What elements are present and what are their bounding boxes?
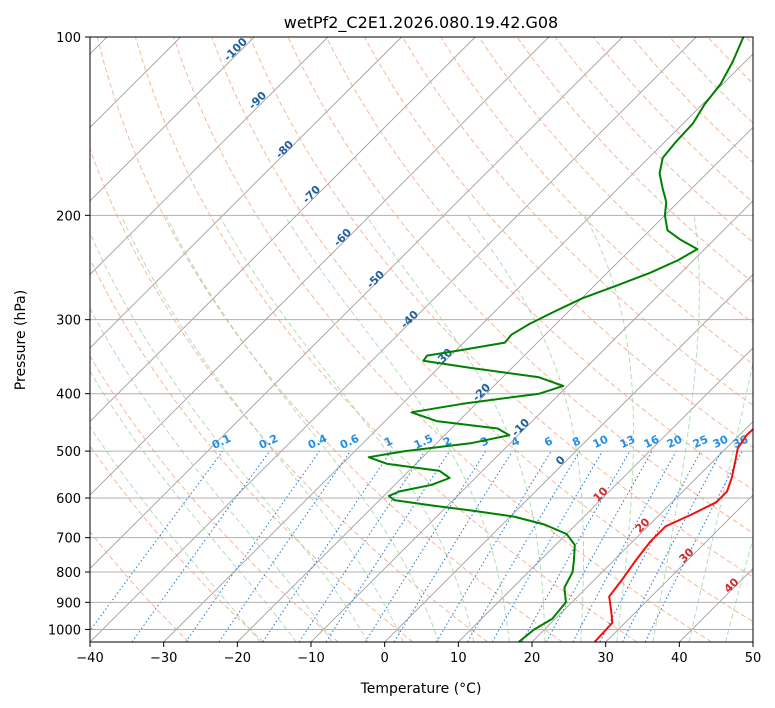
isotherm-line: [605, 494, 753, 642]
x-tick-label: −10: [297, 651, 324, 666]
y-tick-label: 700: [56, 532, 81, 547]
isotherm-line: [237, 126, 753, 642]
dewpoint-profile-line: [367, 37, 745, 642]
x-tick-label: −30: [150, 651, 177, 666]
x-tick-label: 50: [745, 651, 762, 666]
moist-adiabat-line: [365, 215, 546, 642]
mixing-ratio-line: [572, 450, 677, 642]
y-tick-label: 100: [56, 31, 81, 46]
moist-adiabat-line: [90, 370, 297, 642]
x-tick-label: 30: [597, 651, 614, 666]
moist-adiabat-line: [165, 215, 439, 642]
mixing-ratio-label: 30: [711, 433, 731, 451]
x-tick-label: 10: [450, 651, 467, 666]
dry-adiabat-line: [90, 355, 339, 642]
y-tick-label: 1000: [48, 623, 81, 638]
dry-adiabat-line: [325, 37, 753, 491]
mixing-ratio-line: [521, 450, 631, 642]
isotherm-line: [90, 37, 550, 496]
moist-adiabat-line: [90, 231, 369, 642]
plot-frame: [89, 36, 754, 643]
mixing-ratio-label: 16: [642, 433, 662, 451]
mixing-ratio-label: 10: [591, 433, 611, 451]
y-tick-label: 500: [56, 445, 81, 460]
x-axis-ticks: −40 −30 −20 −10 0 10 20 30 40 50: [76, 642, 761, 666]
isotherm-line: [90, 37, 255, 202]
dry-adiabat-line: [96, 37, 563, 642]
pressure-gridlines: [90, 37, 753, 630]
dry-adiabat-line: [173, 37, 712, 642]
mixing-ratio-line: [644, 450, 743, 642]
isotherm-line: [163, 53, 753, 642]
isotherm-line: [90, 37, 697, 642]
dry-adiabat-line: [90, 445, 264, 642]
temperature-profile-line: [593, 427, 753, 642]
x-tick-label: −20: [224, 651, 251, 666]
chart-title: wetPf2_C2E1.2026.080.19.42.G08: [284, 13, 558, 33]
x-tick-label: 0: [381, 651, 389, 666]
moist-adiabat-line: [652, 215, 700, 642]
x-tick-label: −40: [76, 651, 103, 666]
dry-adiabat-line: [440, 37, 753, 365]
y-tick-label: 800: [56, 566, 81, 581]
mixing-ratio-line: [393, 450, 513, 642]
mixing-ratio-line: [325, 450, 451, 642]
isotherm-line: [90, 37, 402, 349]
dry-adiabat-line: [516, 37, 753, 284]
isotherm-line: [90, 37, 623, 570]
background-lines: [90, 37, 753, 642]
dry-adiabat-line: [90, 147, 488, 642]
mixing-ratio-line: [298, 450, 426, 642]
y-axis-ticks: 100 200 300 400 500 600 700 800 900 1000: [48, 31, 90, 638]
moist-adiabat-line: [120, 215, 404, 642]
y-tick-label: 600: [56, 492, 81, 507]
x-tick-label: 40: [671, 651, 688, 666]
isotherm-line: [90, 37, 476, 423]
dry-adiabat-line: [249, 37, 753, 578]
dry-adiabat-line: [211, 37, 753, 623]
mixing-ratio-label: 25: [691, 433, 710, 451]
mixing-ratio-line: [262, 450, 392, 642]
isotherm-line: [458, 347, 753, 642]
y-tick-label: 200: [56, 209, 81, 224]
mixing-ratio-label: 20: [665, 433, 685, 451]
mixing-ratio-line: [218, 450, 351, 642]
dry-adiabat-line: [90, 530, 190, 642]
mixing-ratio-line: [131, 450, 271, 642]
isotherm-line: [384, 273, 753, 642]
mixing-ratio-line: [545, 450, 653, 642]
isotherm-line: [90, 37, 329, 276]
moist-adiabat-line: [284, 215, 510, 642]
mixing-ratio-line: [185, 450, 321, 642]
y-axis-label: Pressure (hPa): [13, 290, 29, 390]
dry-adiabat-line: [402, 37, 753, 406]
moist-adiabat-line: [90, 425, 261, 642]
x-tick-label: 20: [524, 651, 541, 666]
y-tick-label: 400: [56, 388, 81, 403]
mixing-ratio-labels: 0.1 0.2 0.4 0.6 1 1.5 2 3 4 6 8 10 13 16 20 25 30 36: [210, 432, 751, 452]
isotherm-line: [531, 420, 753, 642]
y-tick-label: 300: [56, 314, 81, 329]
dry-adiabat-line: [90, 258, 414, 642]
mixing-ratio-label: 13: [618, 433, 637, 451]
mixing-ratio-line: [364, 450, 487, 642]
sounding-profiles: [367, 37, 753, 642]
moist-adiabat-line: [584, 215, 634, 642]
dry-adiabat-line: [134, 37, 638, 642]
mixing-ratio-line: [90, 450, 224, 632]
y-tick-label: 900: [56, 596, 81, 611]
moist-adiabat-line: [688, 361, 753, 642]
x-axis-label: Temperature (°C): [360, 681, 482, 697]
